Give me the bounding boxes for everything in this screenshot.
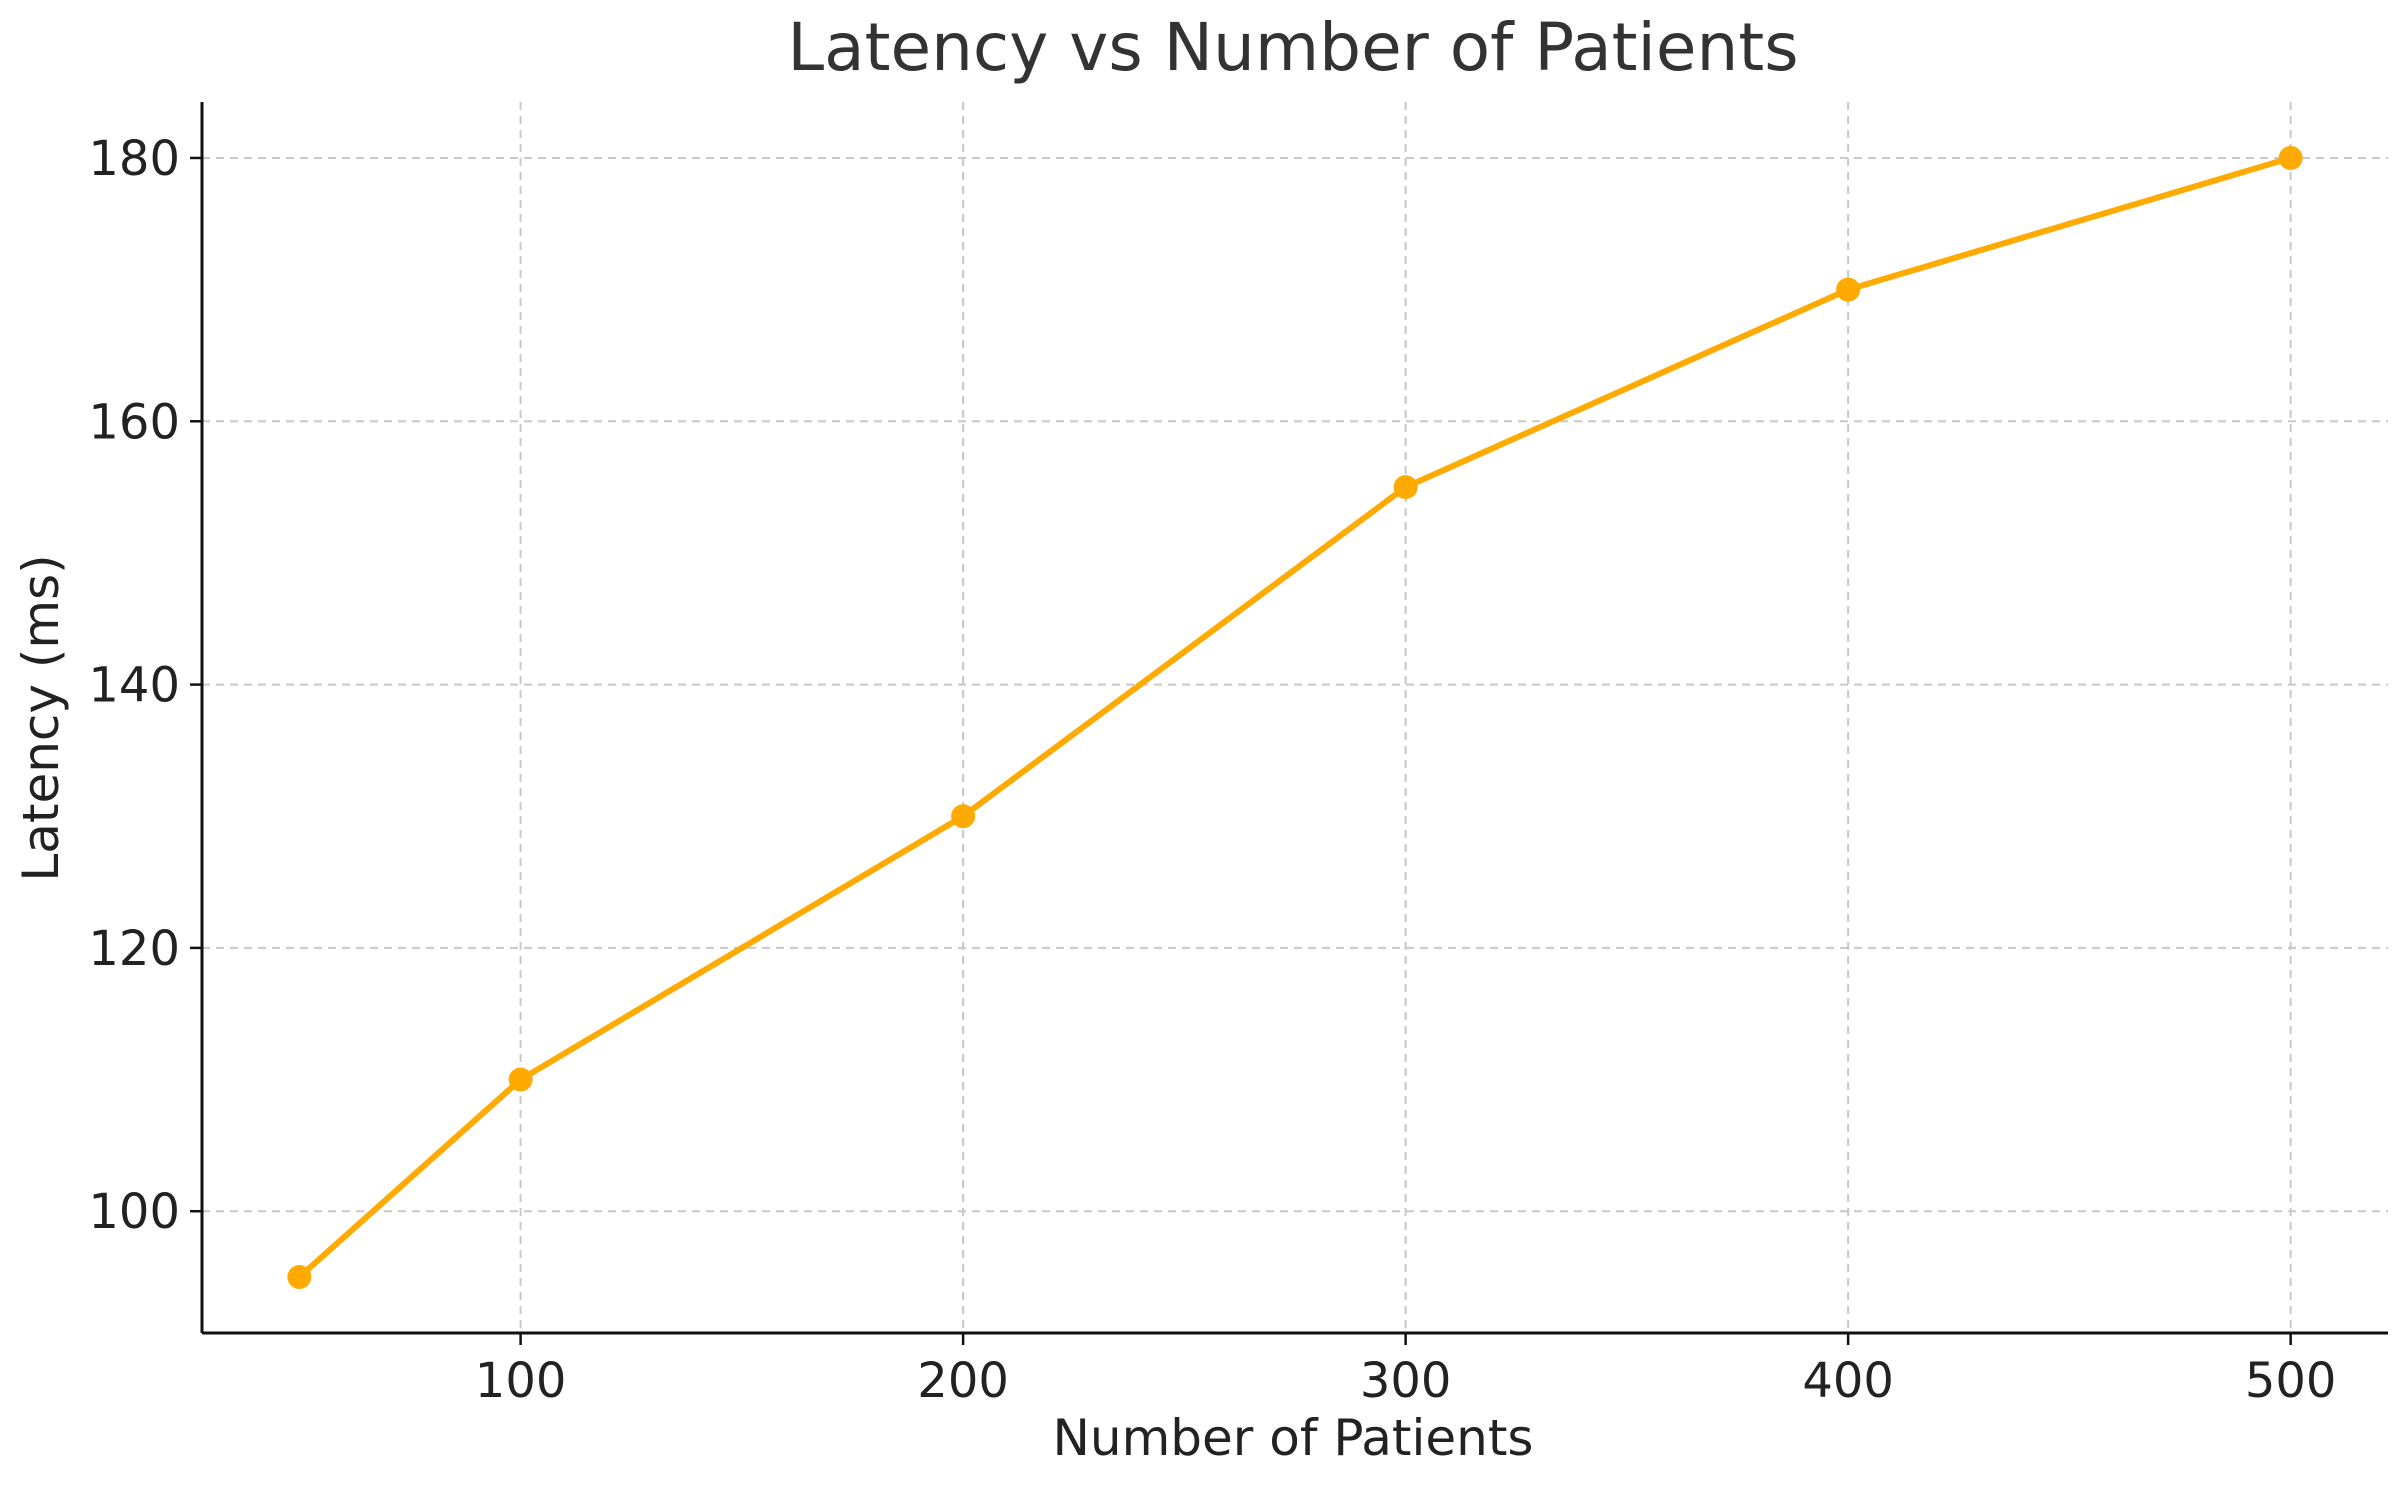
x-tick-label: 400 xyxy=(1802,1353,1894,1409)
y-axis-label: Latency (ms) xyxy=(12,554,70,881)
chart-title: Latency vs Number of Patients xyxy=(787,9,1798,86)
grid xyxy=(202,102,2388,1333)
data-point xyxy=(508,1067,533,1092)
x-ticks: 100 200 300 400 500 xyxy=(475,1333,2337,1409)
series xyxy=(287,145,2303,1290)
data-point xyxy=(1836,277,1861,302)
x-tick-label: 100 xyxy=(475,1353,567,1409)
x-tick-label: 200 xyxy=(917,1353,1009,1409)
x-axis-label: Number of Patients xyxy=(1053,1409,1534,1467)
data-point xyxy=(2278,145,2303,170)
data-point xyxy=(951,804,976,829)
y-tick-label: 160 xyxy=(88,394,180,450)
x-tick-label: 500 xyxy=(2245,1353,2337,1409)
y-tick-label: 120 xyxy=(88,921,180,977)
axes xyxy=(200,102,2388,1335)
y-tick-label: 140 xyxy=(88,658,180,714)
x-tick-label: 300 xyxy=(1360,1353,1452,1409)
y-tick-label: 180 xyxy=(88,131,180,187)
y-tick-label: 100 xyxy=(88,1184,180,1240)
y-ticks: 100 120 140 160 180 xyxy=(88,131,202,1240)
data-point xyxy=(1393,475,1418,500)
data-point xyxy=(287,1265,312,1290)
series-line xyxy=(296,154,2294,1281)
